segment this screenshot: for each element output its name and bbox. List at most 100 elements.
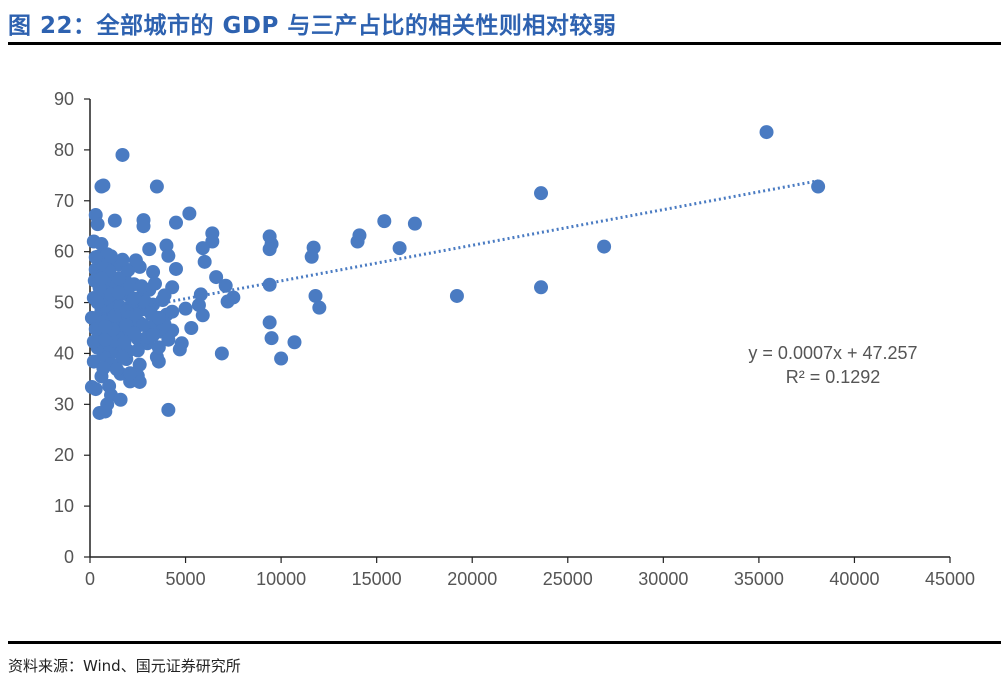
data-point <box>86 334 101 349</box>
data-point <box>94 271 109 286</box>
data-point <box>142 242 157 257</box>
footer-rule <box>8 641 1001 644</box>
data-point <box>94 237 109 252</box>
x-tick-label: 0 <box>85 569 95 589</box>
x-tick-labels: 0 5000 10000 15000 20000 25000 30000 35000 40000… <box>85 569 975 589</box>
data-point <box>172 342 187 357</box>
data-point <box>151 340 166 355</box>
data-point <box>151 310 166 325</box>
data-point <box>312 300 327 315</box>
data-point <box>195 241 210 256</box>
data-point <box>287 335 302 350</box>
data-point <box>392 241 407 256</box>
data-point <box>88 250 103 265</box>
data-point <box>264 331 279 346</box>
scatter-chart: 0 10 20 30 40 50 60 70 80 90 0 5000 10000 15000 20000… <box>54 89 975 589</box>
data-point <box>195 308 210 323</box>
data-point <box>107 213 122 228</box>
x-tick-label: 20000 <box>447 569 497 589</box>
data-point <box>274 351 289 366</box>
data-point <box>126 326 141 341</box>
data-point <box>115 147 130 162</box>
data-point <box>262 315 277 330</box>
data-point <box>146 328 161 343</box>
y-tick-label: 50 <box>54 293 74 313</box>
trendline <box>99 179 819 317</box>
x-tick-label: 45000 <box>925 569 975 589</box>
data-point <box>193 287 208 302</box>
data-point <box>534 280 549 295</box>
data-points <box>84 125 826 420</box>
data-point <box>449 288 464 303</box>
x-tick-label: 15000 <box>352 569 402 589</box>
axes <box>84 98 951 563</box>
data-point <box>90 295 105 310</box>
y-tick-label: 20 <box>54 445 74 465</box>
data-point <box>126 291 141 306</box>
data-point <box>214 346 229 361</box>
data-point <box>157 288 172 303</box>
data-point <box>262 277 277 292</box>
x-tick-label: 30000 <box>638 569 688 589</box>
data-point <box>134 279 149 294</box>
y-tick-label: 30 <box>54 394 74 414</box>
data-point <box>182 206 197 221</box>
data-point <box>107 308 122 323</box>
data-point <box>96 178 111 193</box>
data-point <box>534 186 549 201</box>
x-tick-label: 40000 <box>829 569 879 589</box>
data-point <box>146 265 161 280</box>
data-point <box>161 248 176 263</box>
y-tick-labels: 0 10 20 30 40 50 60 70 80 90 <box>54 89 74 567</box>
data-point <box>111 271 126 286</box>
data-point <box>115 252 130 267</box>
data-point <box>209 270 224 285</box>
data-point <box>147 276 162 291</box>
data-point <box>149 179 164 194</box>
y-tick-label: 80 <box>54 140 74 160</box>
data-point <box>96 361 111 376</box>
data-point <box>98 332 113 347</box>
figure-title: 图 22：全部城市的 GDP 与三产占比的相关性则相对较弱 <box>8 13 617 39</box>
data-point <box>113 392 128 407</box>
data-point <box>136 317 151 332</box>
x-tick-label: 5000 <box>166 569 206 589</box>
y-tick-label: 60 <box>54 242 74 262</box>
data-point <box>165 304 180 319</box>
y-tick-label: 0 <box>64 547 74 567</box>
data-point <box>161 332 176 347</box>
data-point <box>117 335 132 350</box>
data-point <box>136 219 151 234</box>
x-tick-label: 10000 <box>256 569 306 589</box>
data-point <box>218 278 233 293</box>
data-point <box>597 239 612 254</box>
y-tick-label: 40 <box>54 343 74 363</box>
data-point <box>811 179 826 194</box>
trend-r-squared: R² = 0.1292 <box>786 367 881 387</box>
source-note: 资料来源：Wind、国元证券研究所 <box>8 657 241 675</box>
data-point <box>262 242 277 257</box>
data-point <box>169 215 183 230</box>
data-point <box>132 357 147 372</box>
data-point <box>407 216 422 231</box>
data-point <box>759 125 774 140</box>
x-tick-label: 25000 <box>543 569 593 589</box>
data-point <box>90 217 105 232</box>
data-point <box>178 301 193 316</box>
data-point <box>169 261 183 276</box>
data-point <box>104 249 119 264</box>
data-point <box>132 374 147 389</box>
trend-equation: y = 0.0007x + 47.257 <box>748 343 917 363</box>
x-tick-label: 35000 <box>734 569 784 589</box>
data-point <box>92 405 107 420</box>
data-point <box>121 262 136 277</box>
data-point <box>130 343 145 358</box>
data-point <box>161 402 176 417</box>
y-tick-label: 70 <box>54 191 74 211</box>
data-point <box>350 234 365 249</box>
data-point <box>128 253 143 268</box>
data-point <box>377 214 392 229</box>
data-point <box>220 294 235 309</box>
y-tick-label: 10 <box>54 496 74 516</box>
data-point <box>115 350 130 365</box>
